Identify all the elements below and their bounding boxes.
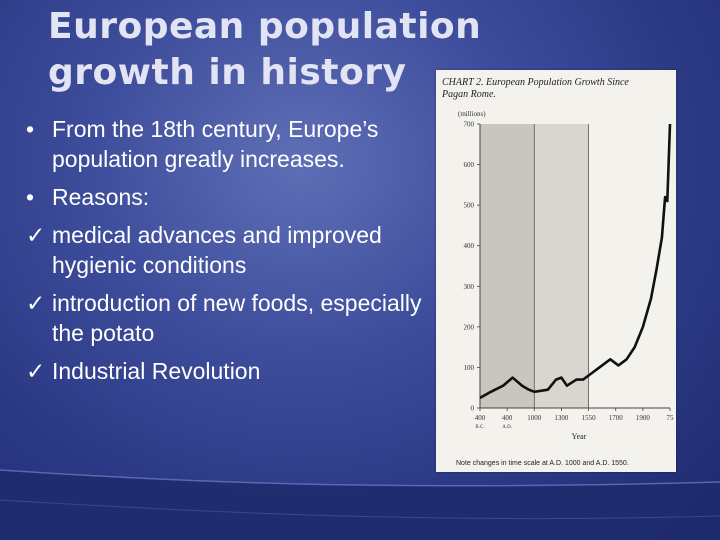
bullet-text: introduction of new foods, especially th… bbox=[52, 290, 422, 346]
bullet-item: ✓ Industrial Revolution bbox=[26, 356, 426, 386]
chart-title-line1: CHART 2. European Population Growth Sinc… bbox=[442, 77, 629, 88]
chart-xlabel: Year bbox=[572, 432, 587, 441]
y-tick-label: 700 bbox=[464, 121, 475, 129]
x-tick-label: 1900 bbox=[636, 414, 651, 422]
checkmark-icon: ✓ bbox=[26, 222, 46, 248]
chart-footnote: Note changes in time scale at A.D. 1000 … bbox=[456, 460, 629, 467]
x-tick-sublabel: B.C. bbox=[475, 425, 484, 430]
y-tick-label: 400 bbox=[464, 242, 475, 250]
x-tick-label: 1700 bbox=[609, 414, 624, 422]
bullet-text: medical advances and improved hygienic c… bbox=[52, 222, 382, 278]
y-tick-label: 100 bbox=[464, 364, 475, 372]
slide-title-line2: growth in history bbox=[48, 52, 407, 93]
bullet-item: • From the 18th century, Europe’s popula… bbox=[26, 114, 426, 174]
bullet-item: • Reasons: bbox=[26, 182, 426, 212]
bullet-text: Industrial Revolution bbox=[52, 358, 261, 384]
chart-ylabel: (millions) bbox=[458, 110, 486, 118]
checkmark-icon: ✓ bbox=[26, 358, 46, 384]
population-chart: CHART 2. European Population Growth Sinc… bbox=[441, 77, 675, 467]
chart-image: CHART 2. European Population Growth Sinc… bbox=[436, 70, 676, 472]
y-tick-label: 500 bbox=[464, 202, 475, 210]
slide-title: European population growth in history bbox=[48, 4, 518, 96]
slide-title-line1: European population bbox=[48, 6, 482, 47]
x-tick-label: 1300 bbox=[554, 414, 569, 422]
x-tick-label: 400 bbox=[475, 414, 486, 422]
bullet-dot-icon: • bbox=[26, 116, 35, 142]
x-tick-sublabel: A.D. bbox=[502, 425, 512, 430]
chart-title-line2: Pagan Rome. bbox=[441, 89, 496, 100]
shaded-region bbox=[480, 124, 535, 408]
y-tick-label: 300 bbox=[464, 283, 475, 291]
y-tick-label: 200 bbox=[464, 323, 475, 331]
series-line bbox=[479, 123, 672, 400]
bullet-item: ✓ medical advances and improved hygienic… bbox=[26, 220, 426, 280]
bullet-text: From the 18th century, Europe’s populati… bbox=[52, 116, 379, 172]
checkmark-icon: ✓ bbox=[26, 290, 46, 316]
bullet-item: ✓ introduction of new foods, especially … bbox=[26, 288, 426, 348]
bullet-list: • From the 18th century, Europe’s popula… bbox=[26, 114, 426, 394]
y-tick-label: 600 bbox=[464, 161, 475, 169]
bullet-text: Reasons: bbox=[52, 184, 150, 210]
x-tick-label: 1550 bbox=[582, 414, 597, 422]
x-tick-label: 1000 bbox=[527, 414, 542, 422]
bullet-dot-icon: • bbox=[26, 184, 35, 210]
y-tick-label: 0 bbox=[471, 405, 475, 413]
shaded-region bbox=[534, 124, 589, 408]
x-tick-label: 400 bbox=[502, 414, 513, 422]
x-tick-label: 75 bbox=[667, 414, 675, 422]
